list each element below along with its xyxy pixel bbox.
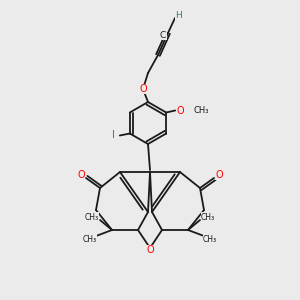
Text: CH₃: CH₃ xyxy=(203,235,217,244)
Text: O: O xyxy=(139,84,147,94)
Text: I: I xyxy=(112,130,115,140)
Text: H: H xyxy=(176,11,182,20)
Text: CH₃: CH₃ xyxy=(201,212,215,221)
Text: C: C xyxy=(160,31,166,40)
Text: O: O xyxy=(77,170,85,180)
Text: O: O xyxy=(176,106,184,116)
Text: CH₃: CH₃ xyxy=(193,106,209,115)
Text: O: O xyxy=(215,170,223,180)
Text: CH₃: CH₃ xyxy=(83,235,97,244)
Text: O: O xyxy=(146,245,154,255)
Text: CH₃: CH₃ xyxy=(85,212,99,221)
